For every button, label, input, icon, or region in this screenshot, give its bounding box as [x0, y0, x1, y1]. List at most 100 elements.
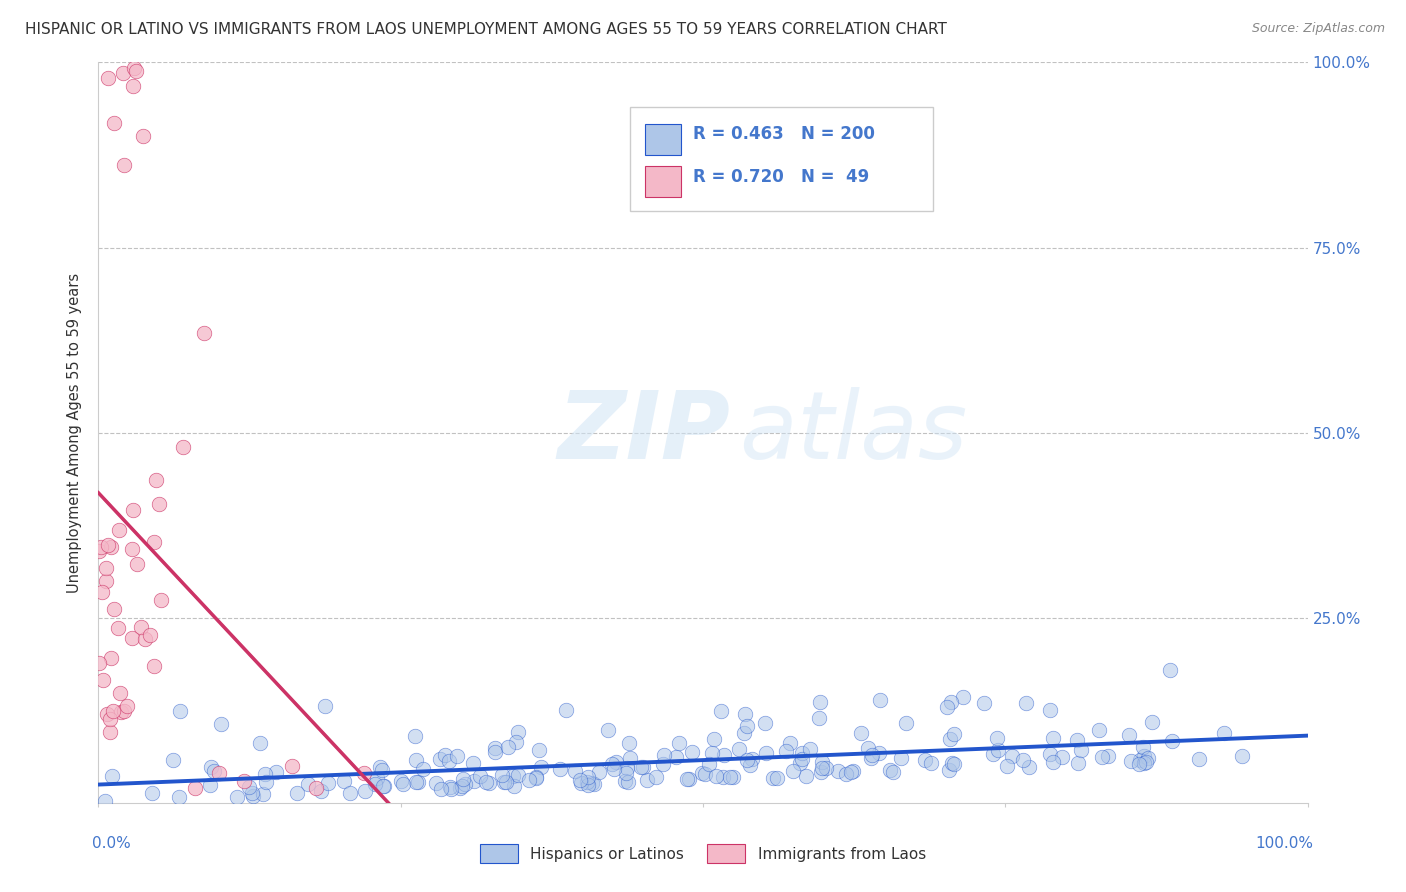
Point — [450, 780, 472, 794]
Point — [754, 746, 776, 760]
Point — [193, 326, 215, 341]
Point — [122, 79, 145, 94]
Point — [997, 758, 1019, 772]
Point — [711, 771, 734, 785]
Point — [122, 61, 145, 75]
Point — [412, 762, 434, 776]
Point — [121, 541, 143, 556]
Point — [202, 764, 225, 778]
Point — [524, 771, 547, 785]
Point — [1159, 663, 1181, 677]
Point — [952, 690, 974, 704]
Point — [94, 794, 117, 808]
Point — [134, 632, 156, 647]
Point — [710, 704, 733, 718]
Point — [619, 751, 641, 765]
Point — [184, 780, 207, 795]
Point — [617, 774, 640, 789]
Point — [1128, 756, 1150, 771]
Point — [596, 723, 619, 737]
Point — [131, 129, 153, 144]
Point — [799, 742, 821, 756]
Point — [449, 780, 471, 795]
Point — [524, 770, 547, 784]
Point — [1140, 715, 1163, 730]
Point — [371, 764, 394, 778]
Point — [305, 780, 328, 795]
Point — [1001, 748, 1024, 763]
Point — [882, 765, 904, 780]
Point — [89, 656, 111, 670]
Point — [470, 769, 492, 783]
Point — [297, 777, 319, 791]
Point — [373, 779, 395, 793]
Point — [665, 749, 688, 764]
Point — [254, 766, 277, 780]
Point — [1161, 734, 1184, 748]
Point — [439, 780, 461, 795]
Point — [1039, 747, 1062, 761]
Point — [1070, 742, 1092, 756]
Point — [111, 66, 134, 80]
Point — [741, 752, 763, 766]
Point — [354, 783, 377, 797]
Point — [491, 768, 513, 782]
Point — [495, 775, 517, 789]
Point — [981, 747, 1004, 761]
Point — [506, 768, 529, 782]
Point — [101, 705, 124, 719]
Point — [938, 764, 960, 778]
Point — [588, 764, 610, 779]
Point — [208, 766, 231, 780]
Point — [1039, 703, 1062, 717]
Point — [405, 774, 427, 789]
Point — [281, 758, 304, 772]
Text: 100.0%: 100.0% — [1256, 836, 1313, 851]
Point — [353, 766, 375, 780]
Point — [129, 620, 152, 634]
Point — [142, 535, 165, 549]
Point — [713, 747, 735, 762]
Point — [209, 717, 232, 731]
Point — [766, 771, 789, 785]
Point — [366, 771, 388, 785]
Point — [425, 776, 447, 790]
Point — [782, 764, 804, 778]
Point — [652, 756, 675, 771]
Point — [704, 769, 727, 783]
Point — [404, 729, 426, 743]
Point — [114, 704, 136, 718]
Point — [896, 715, 918, 730]
Point — [754, 715, 776, 730]
Point — [1014, 697, 1036, 711]
Point — [582, 777, 605, 791]
Point — [1042, 756, 1064, 770]
Text: Source: ZipAtlas.com: Source: ZipAtlas.com — [1251, 22, 1385, 36]
Point — [364, 777, 387, 791]
Point — [1121, 755, 1143, 769]
Point — [576, 770, 599, 784]
Point — [914, 753, 936, 767]
Point — [735, 719, 758, 733]
Point — [775, 744, 797, 758]
Point — [605, 756, 627, 770]
Point — [1066, 733, 1088, 747]
Point — [430, 781, 453, 796]
Point — [463, 774, 485, 789]
Point — [600, 756, 623, 771]
Point — [842, 764, 865, 779]
Point — [100, 541, 122, 555]
Point — [309, 784, 332, 798]
Point — [141, 786, 163, 800]
Point — [939, 732, 962, 747]
Point — [869, 693, 891, 707]
Point — [162, 753, 184, 767]
Text: HISPANIC OR LATINO VS IMMIGRANTS FROM LAOS UNEMPLOYMENT AMONG AGES 55 TO 59 YEAR: HISPANIC OR LATINO VS IMMIGRANTS FROM LA… — [25, 22, 948, 37]
Point — [1050, 750, 1073, 764]
Point — [405, 753, 427, 767]
Point — [148, 497, 170, 511]
Point — [108, 524, 131, 538]
Point — [474, 774, 496, 789]
Point — [614, 765, 637, 780]
Point — [678, 772, 700, 786]
